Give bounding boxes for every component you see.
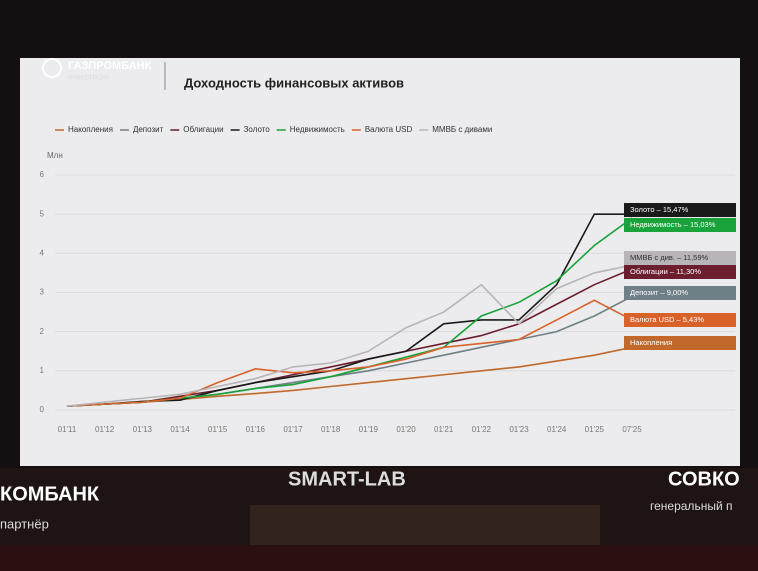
x-tick-label: 01'22 xyxy=(472,425,492,434)
event-name: SMART-LAB xyxy=(288,468,406,490)
x-tick-label: 07'25 xyxy=(622,425,642,434)
sponsor-right: СОВКО xyxy=(668,468,740,490)
series-line xyxy=(66,268,633,407)
legend-label: Накопления xyxy=(68,125,113,134)
x-tick-label: 01'17 xyxy=(283,425,303,434)
x-tick-label: 01'14 xyxy=(170,425,190,434)
end-label: Золото – 15,47% xyxy=(630,205,689,214)
x-tick-label: 01'16 xyxy=(246,425,266,434)
end-label-box xyxy=(624,313,736,327)
end-label: Депозит – 9,00% xyxy=(630,288,688,297)
y-tick-label: 3 xyxy=(40,288,45,297)
legend-label: Золото xyxy=(244,125,271,134)
x-tick-label: 01'23 xyxy=(509,425,529,434)
legend-label: Недвижимость xyxy=(290,125,345,134)
brand: ГАЗПРОМБАНК xyxy=(68,60,152,72)
y-tick-label: 0 xyxy=(40,405,45,414)
series-line xyxy=(66,264,633,407)
x-tick-label: 01'18 xyxy=(321,425,341,434)
brand-sub: ИНВЕСТИЦИИ xyxy=(68,76,110,82)
x-tick-label: 01'24 xyxy=(547,425,567,434)
x-tick-label: 01'11 xyxy=(58,425,77,434)
legend-label: Валюта USD xyxy=(365,125,413,134)
end-label-box xyxy=(624,265,736,279)
legend-label: ММВБ с дивами xyxy=(432,125,492,134)
series-line xyxy=(66,299,633,407)
x-tick-label: 01'12 xyxy=(95,425,115,434)
end-label-box xyxy=(624,203,736,217)
brand-logo xyxy=(42,58,62,78)
stage-furniture xyxy=(250,505,600,545)
x-tick-label: 01'21 xyxy=(434,425,454,434)
end-label-box xyxy=(624,336,736,350)
end-label: Накопления xyxy=(630,338,672,347)
end-label: ММВБ с див. – 11,59% xyxy=(630,253,709,262)
x-tick-label: 01'19 xyxy=(359,425,379,434)
y-tick-label: 5 xyxy=(40,209,45,218)
y-tick-label: 1 xyxy=(40,366,45,375)
x-tick-label: 01'15 xyxy=(208,425,228,434)
end-label: Облигации – 11,30% xyxy=(630,267,701,276)
x-tick-label: 01'13 xyxy=(133,425,153,434)
y-tick-label: 6 xyxy=(40,170,45,179)
y-axis-label: Млн xyxy=(47,151,63,160)
legend-label: Депозит xyxy=(133,125,164,134)
end-label-box xyxy=(624,251,736,265)
y-tick-label: 2 xyxy=(40,327,45,336)
end-label-box xyxy=(624,286,736,300)
sponsor-right-sub: генеральный п xyxy=(650,499,732,513)
x-tick-label: 01'25 xyxy=(585,425,605,434)
end-label-box xyxy=(624,218,736,232)
legend-label: Облигации xyxy=(183,125,223,134)
slide-title: Доходность финансовых активов xyxy=(184,75,404,90)
x-tick-label: 01'20 xyxy=(396,425,416,434)
sponsor-left: КОМБАНК xyxy=(0,483,100,505)
stage-floor xyxy=(0,545,758,571)
sponsor-left-sub: партнёр xyxy=(0,516,49,531)
end-label: Валюта USD – 5,43% xyxy=(630,315,704,324)
y-tick-label: 4 xyxy=(40,248,45,257)
end-label: Недвижимость – 15,03% xyxy=(630,220,716,229)
